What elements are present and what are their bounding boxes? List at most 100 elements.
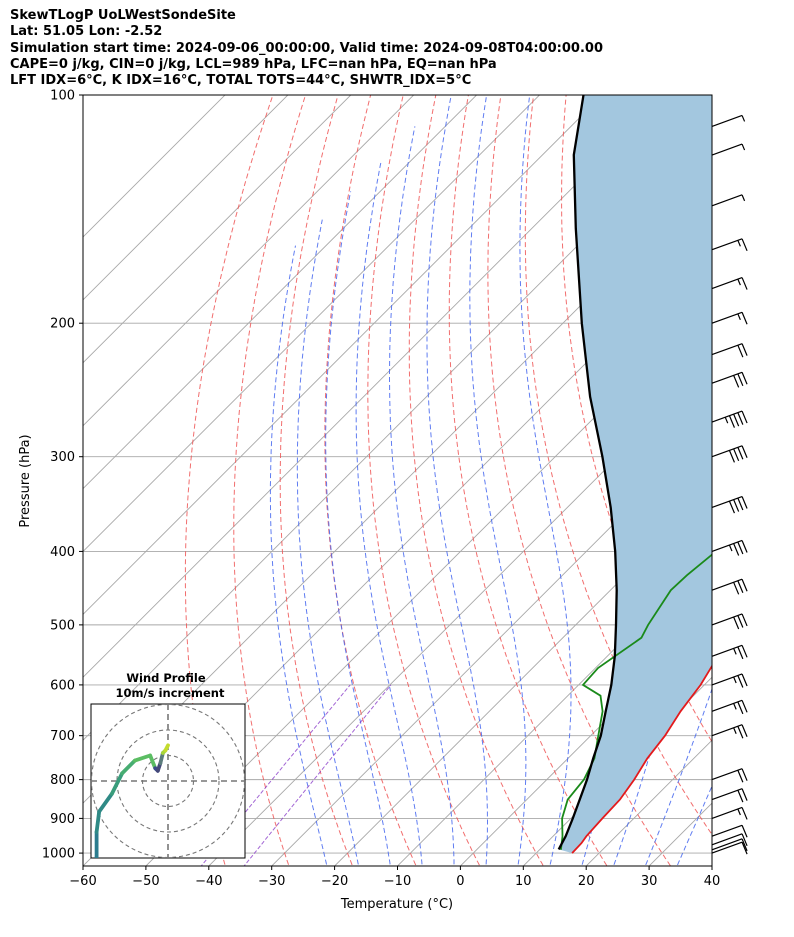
y-tick-label: 300 — [50, 450, 75, 465]
isotherm-line — [83, 95, 352, 364]
wind-barb-flag — [737, 789, 744, 803]
wind-barb-half-flag — [733, 676, 737, 684]
wind-barb-staff — [711, 833, 743, 846]
wind-barb-flag — [741, 540, 748, 553]
isotherm-line — [83, 95, 541, 553]
wind-barb — [711, 143, 746, 156]
wind-barb-flag — [733, 375, 740, 388]
wind-barb-flag — [728, 415, 735, 428]
dry-adiabat-line — [487, 95, 672, 866]
wind-barb — [711, 445, 748, 463]
chart-header: SkewTLogP UoLWestSondeSite Lat: 51.05 Lo… — [10, 8, 603, 89]
wind-barb-staff — [711, 539, 743, 552]
title-line-indices: LFT IDX=6°C, K IDX=16°C, TOTAL TOTS=44°C… — [10, 73, 472, 89]
wind-barb-flag — [741, 825, 748, 838]
title-line-times: Simulation start time: 2024-09-06_00:00:… — [10, 40, 603, 56]
hodograph-inset: Wind Profile 10m/s increment — [90, 671, 246, 859]
y-tick-label: 100 — [50, 89, 75, 104]
wind-barb-staff — [711, 277, 743, 290]
dry-adiabat-line — [448, 95, 608, 866]
wind-barb-flag — [741, 613, 748, 627]
wind-barb-flag — [733, 616, 740, 630]
wind-barb-flag — [741, 312, 748, 325]
wind-barb-flag — [741, 343, 748, 356]
wind-barb-staff — [711, 114, 743, 127]
temperature-line — [571, 664, 712, 854]
hodograph-clip-group — [91, 704, 245, 858]
wind-barb-flag — [728, 500, 735, 514]
y-tick-label: 500 — [50, 618, 75, 633]
x-tick-label: −10 — [384, 874, 411, 889]
wind-barb-flag — [741, 277, 748, 290]
dry-adiabat-line — [233, 95, 307, 866]
wind-barb-staff — [711, 495, 743, 509]
wind-barb-staff — [711, 788, 743, 801]
title-line-location: Lat: 51.05 Lon: -2.52 — [10, 24, 163, 40]
wind-barb-half-flag — [741, 143, 746, 151]
wind-barb-flag — [741, 579, 748, 592]
wind-barb — [711, 838, 748, 852]
wind-barb — [711, 238, 748, 252]
wind-barb-staff — [711, 768, 743, 781]
dry-adiabat-line — [279, 95, 354, 866]
wind-barb-staff — [711, 311, 743, 324]
wind-barb — [711, 673, 748, 688]
wind-barb — [711, 699, 748, 715]
isotherm-line — [145, 299, 712, 866]
wind-barb-half-flag — [733, 648, 737, 655]
wind-barb-flag — [741, 768, 748, 781]
wind-barb-staff — [711, 838, 743, 851]
hodograph-subtitle: 10m/s increment — [116, 686, 225, 700]
wind-barb-flag — [741, 788, 748, 801]
parcel-line — [557, 95, 618, 850]
wind-barb — [711, 841, 748, 855]
wind-barb — [711, 788, 748, 803]
wind-barb — [711, 806, 748, 820]
wind-barb — [711, 343, 748, 358]
hodograph-segment — [148, 753, 158, 771]
wind-barb-flag — [737, 497, 744, 511]
isotherm-line — [83, 95, 226, 238]
x-tick-label: −30 — [258, 874, 285, 889]
moist-adiabat-line — [426, 95, 488, 866]
y-tick-label: 200 — [50, 317, 75, 332]
wind-barb-flag — [737, 701, 744, 715]
wind-barb-staff — [711, 699, 743, 712]
wind-barb-flag — [741, 496, 748, 509]
hodograph-segment — [120, 758, 137, 776]
wind-barb-half-flag — [733, 727, 737, 735]
wind-barb-flag — [741, 841, 748, 855]
wind-barb-staff — [711, 806, 743, 819]
wind-barb-flag — [737, 580, 744, 594]
x-tick-label: −20 — [321, 874, 348, 889]
wind-barb-half-flag — [733, 703, 737, 710]
wind-barb-half-flag — [728, 544, 733, 552]
moist-adiabat-line — [269, 245, 328, 866]
isotherm-line — [396, 550, 712, 866]
hodograph-segment — [163, 743, 170, 753]
wind-barb-half-flag — [741, 115, 746, 122]
dry-adiabat-line — [324, 95, 417, 866]
wind-barb-half-flag — [737, 240, 741, 247]
wind-barb-flag — [741, 445, 748, 458]
wind-barb-staff — [711, 841, 743, 854]
moist-adiabat-line — [469, 95, 527, 866]
isotherm-line — [83, 95, 666, 678]
dry-adiabat-line — [728, 78, 794, 872]
cin-cape-shading — [558, 95, 712, 854]
wind-barb-flag — [741, 724, 748, 737]
wind-barb-flag — [737, 769, 744, 783]
wind-barb-flag — [741, 372, 748, 385]
wind-barb-flag — [737, 447, 744, 460]
wind-barb-flag — [741, 238, 748, 252]
wind-barb-flag — [741, 838, 748, 852]
isotherm-line — [83, 95, 289, 301]
mixing-ratio-line — [243, 684, 392, 866]
dry-adiabat-line — [760, 78, 794, 872]
x-tick-label: 30 — [641, 874, 658, 889]
wind-barb-flag — [737, 726, 744, 739]
wind-barb-staff — [711, 143, 743, 156]
wind-barb-flag — [737, 675, 744, 688]
hodograph-segment — [110, 771, 124, 796]
wind-barb — [711, 194, 746, 207]
